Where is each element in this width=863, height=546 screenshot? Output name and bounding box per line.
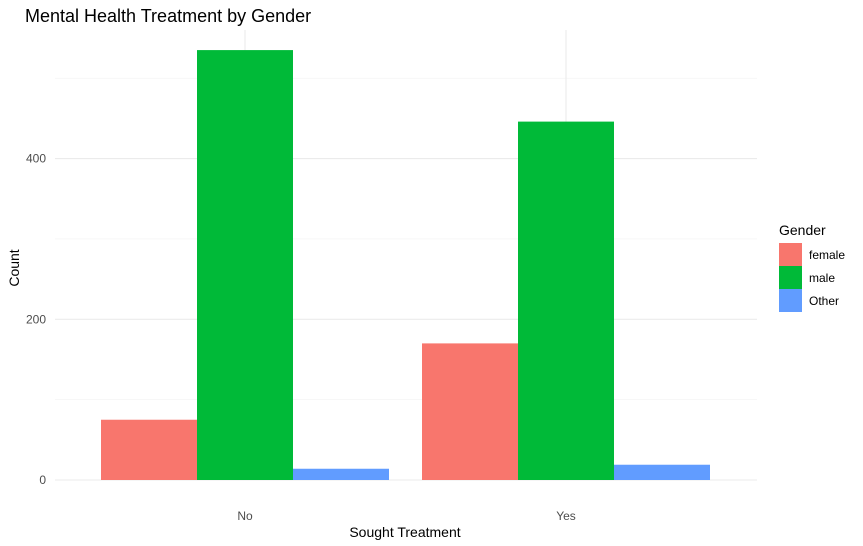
legend-label: male [809, 271, 835, 285]
legend: Gender female male Other [779, 222, 845, 312]
y-axis-title: Count [6, 249, 22, 286]
bar-male-yes [518, 121, 614, 480]
y-axis-ticks: 0 200 400 [26, 152, 46, 487]
legend-swatch-female [779, 243, 802, 266]
bar-female-no [101, 419, 197, 480]
bar-male-no [197, 50, 293, 480]
grid [55, 30, 757, 481]
x-tick-label: No [237, 509, 253, 523]
legend-swatch-male [779, 266, 802, 289]
x-tick-label: Yes [556, 509, 576, 523]
bars [101, 50, 710, 480]
legend-label: Other [809, 294, 839, 308]
bar-other-no [293, 468, 389, 480]
legend-swatch-other [779, 289, 802, 312]
x-axis-title: Sought Treatment [349, 524, 460, 540]
x-axis-ticks: No Yes [237, 509, 575, 523]
bar-female-yes [422, 343, 518, 480]
y-tick-label: 0 [39, 473, 46, 487]
bar-other-yes [614, 464, 710, 480]
chart-title: Mental Health Treatment by Gender [25, 6, 311, 26]
legend-title: Gender [779, 222, 826, 238]
y-tick-label: 400 [26, 152, 46, 166]
y-tick-label: 200 [26, 312, 46, 326]
legend-label: female [809, 248, 845, 262]
